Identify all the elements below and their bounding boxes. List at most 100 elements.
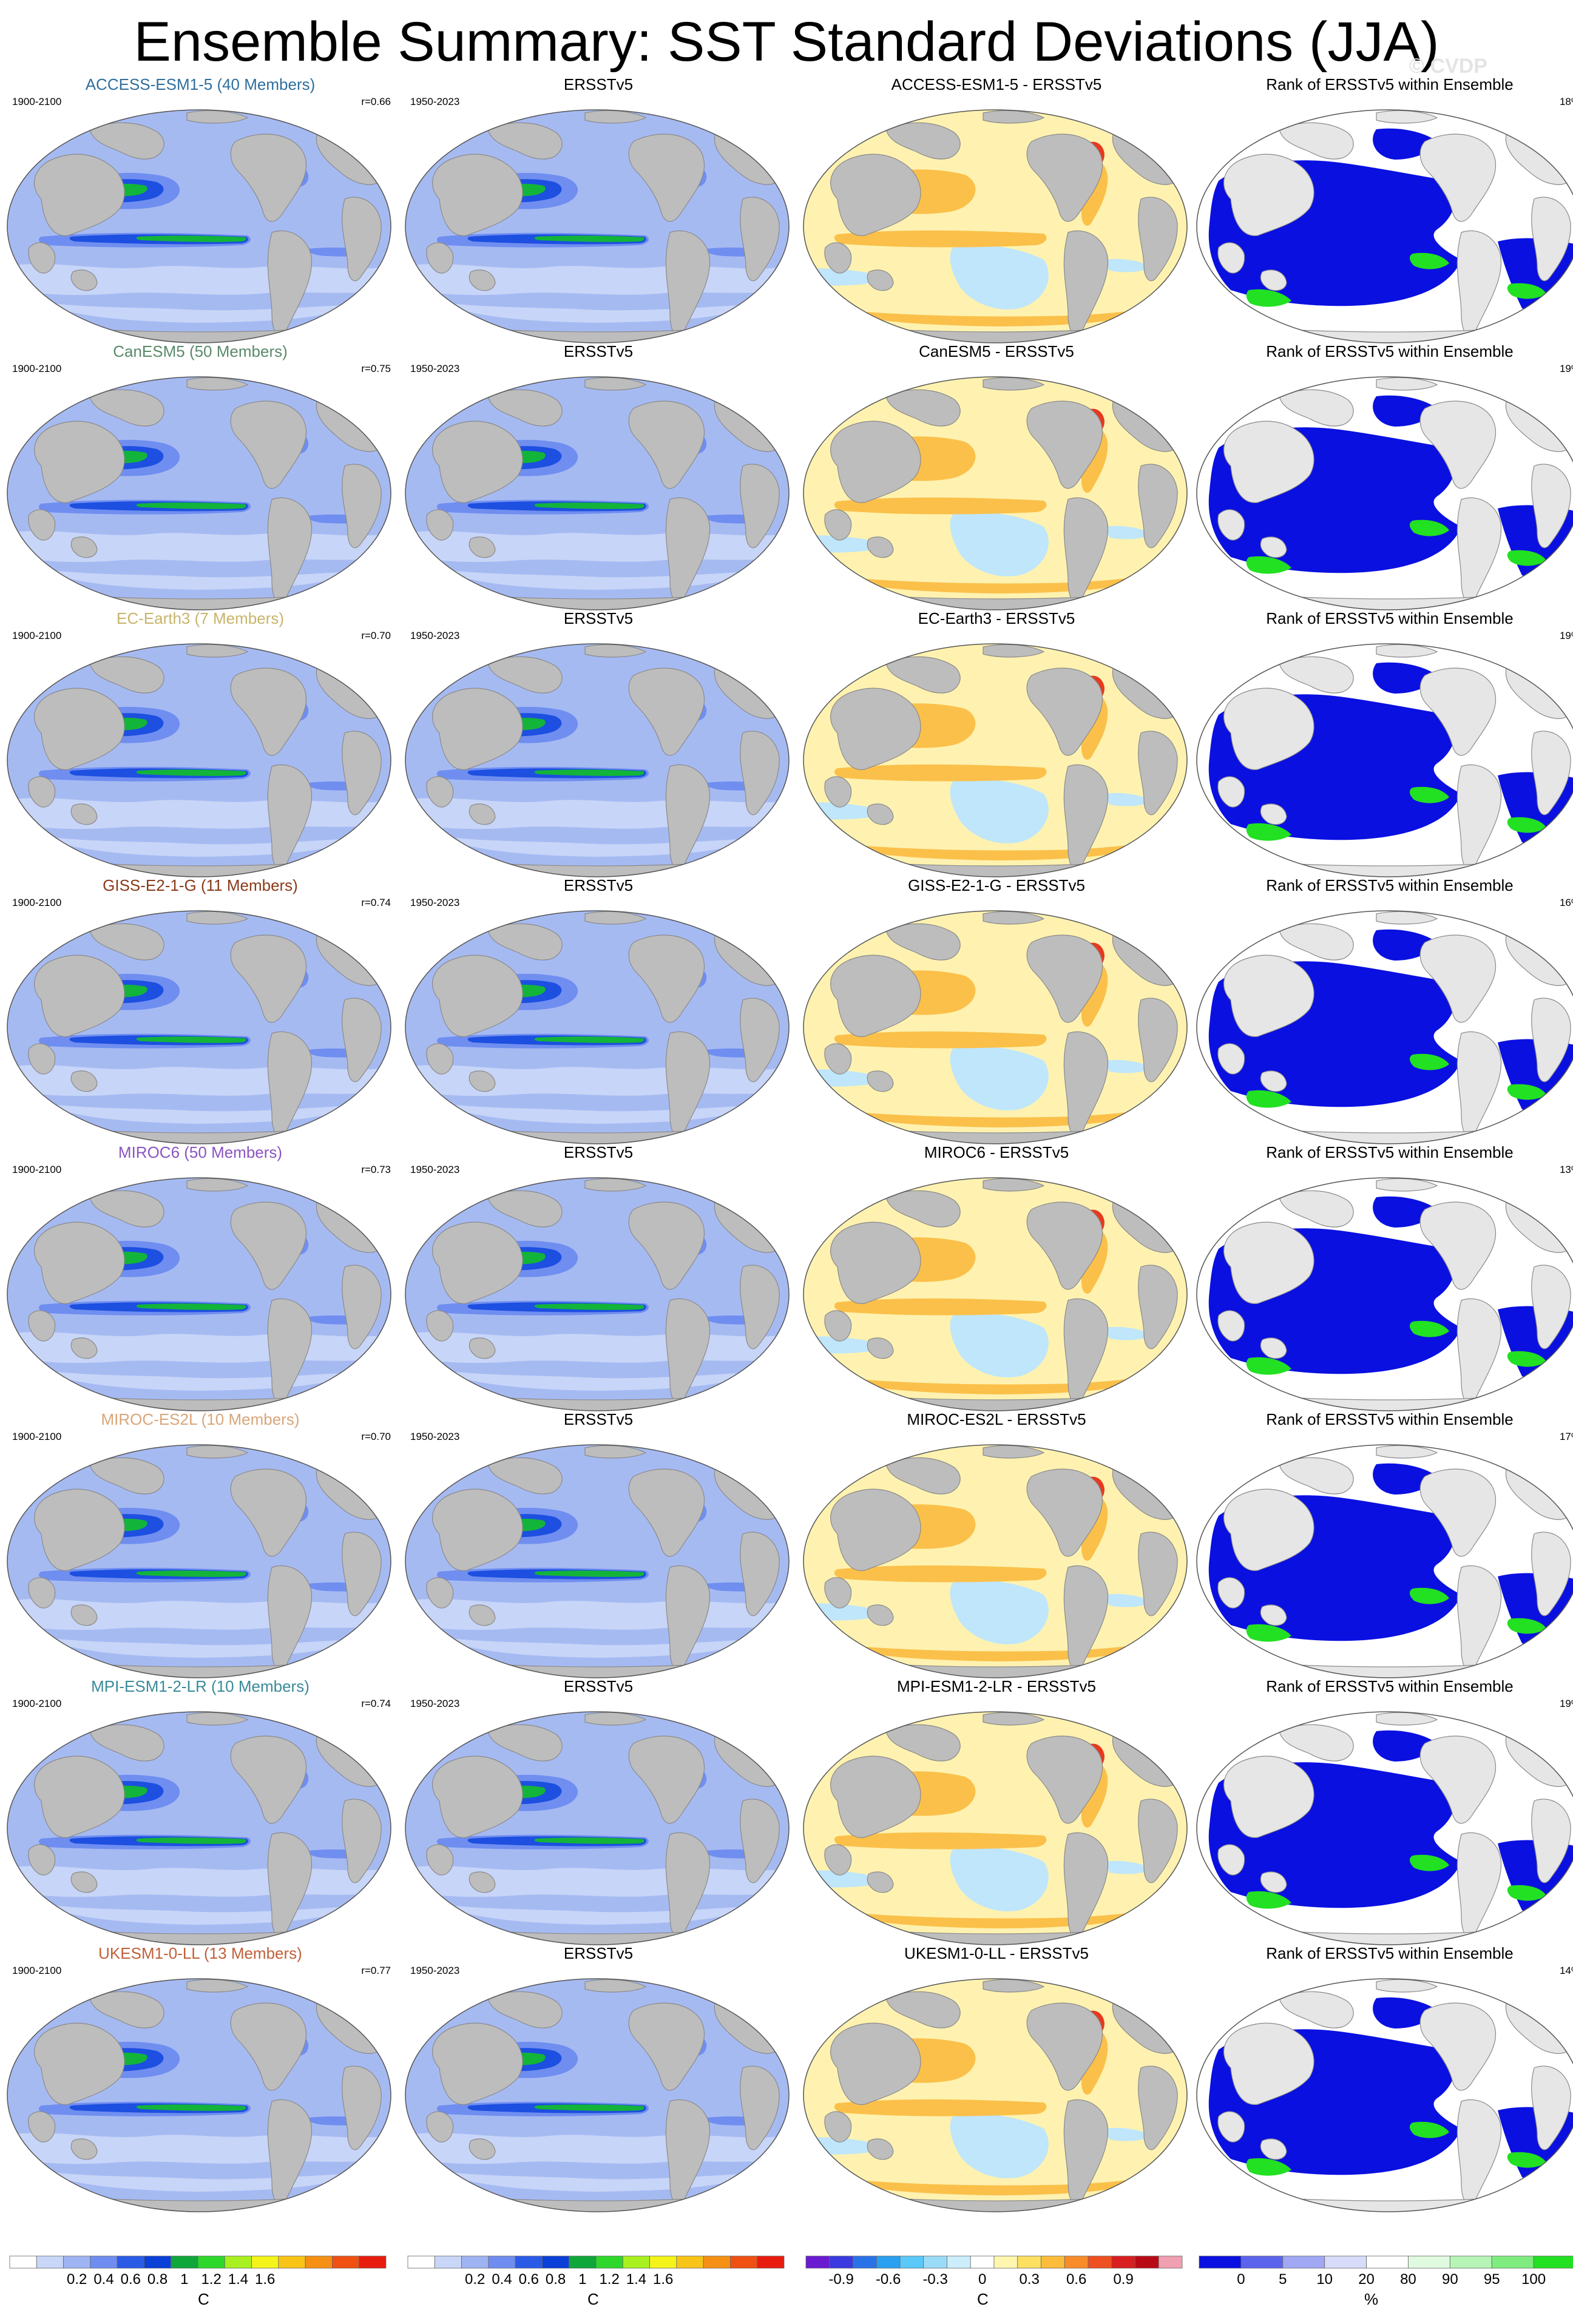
land-mask [1531, 2066, 1571, 2150]
land-mask [1223, 1221, 1314, 1304]
field-contour [1507, 550, 1546, 566]
panel-diff: EC-Earth3 - ERSSTv5 [801, 608, 1192, 877]
colorbar-swatch [1324, 2255, 1367, 2269]
global-map [1196, 643, 1573, 877]
land-mask [824, 1844, 852, 1876]
field-contour [1409, 519, 1449, 536]
field-contour [1104, 792, 1153, 806]
land-mask [1531, 464, 1571, 549]
map-outline [1196, 1978, 1573, 2212]
land-mask [426, 2111, 454, 2143]
field-contour [409, 264, 786, 296]
global-map [405, 1711, 790, 1945]
panel-title: Rank of ERSSTv5 within Ensemble [1266, 1143, 1514, 1161]
panel-obs: ERSSTv5 1950-2023 [403, 74, 794, 343]
land-mask [628, 2002, 705, 2091]
colorbar-tick-label: 0.4 [492, 2271, 512, 2288]
panel-rank: Rank of ERSSTv5 within Ensemble 14% [1194, 1943, 1573, 2212]
period-label: 1950-2023 [410, 1965, 460, 1976]
land-mask [230, 667, 307, 756]
map-outline [803, 1978, 1188, 2212]
land-mask [1163, 1891, 1182, 1913]
land-mask [867, 536, 894, 558]
land-mask [469, 2138, 496, 2160]
land-mask [1026, 1735, 1103, 1824]
rank-percent-label: 17% [1559, 1431, 1573, 1442]
field-contour [11, 531, 388, 562]
colorbar-swatch [649, 2255, 677, 2269]
land-mask [867, 1871, 894, 1893]
global-map [405, 910, 790, 1144]
period-label: 1900-2100 [12, 1164, 62, 1175]
period-label: 1900-2100 [12, 630, 62, 641]
land-mask [867, 2138, 894, 2160]
field-contour [136, 502, 246, 509]
land-mask [70, 1604, 98, 1626]
colorbar-tick-label: 0 [978, 2271, 986, 2288]
colorbar-swatch [993, 2255, 1018, 2269]
field-contour [950, 779, 1049, 843]
panel-diff: MIROC-ES2L - ERSSTv5 [801, 1409, 1192, 1678]
panel-rank: Rank of ERSSTv5 within Ensemble 17% [1194, 1409, 1573, 1678]
land-mask [89, 1991, 164, 2028]
panel-diff: ACCESS-ESM1-5 - ERSSTv5 [801, 74, 1192, 343]
colorbar-swatch [305, 2255, 333, 2269]
colorbar-swatch [730, 2255, 758, 2269]
land-mask [186, 1979, 249, 1993]
land-mask [740, 1265, 780, 1349]
map-outline [7, 1177, 391, 1411]
land-mask [830, 154, 921, 236]
land-mask [1217, 2111, 1245, 2143]
land-mask [584, 1445, 647, 1459]
colorbar-swatch [1017, 2255, 1041, 2269]
land-mask [426, 1577, 454, 1609]
land-mask [740, 464, 780, 549]
global-map [7, 643, 391, 877]
land-mask [186, 1178, 249, 1192]
land-mask [830, 1755, 921, 1838]
panel-diff: MPI-ESM1-2-LR - ERSSTv5 [801, 1676, 1192, 1945]
panel-title: ERSSTv5 [563, 1143, 634, 1161]
map-outline [405, 1711, 790, 1945]
land-mask [584, 377, 647, 391]
colorbar-tick-label: 100 [1521, 2271, 1546, 2288]
land-mask [584, 1178, 647, 1192]
land-mask [1026, 934, 1103, 1023]
land-mask [1531, 197, 1571, 282]
field-contour [1246, 1891, 1291, 1909]
land-mask [89, 389, 164, 427]
period-label: 1900-2100 [12, 897, 62, 908]
panel-model: UKESM1-0-LL (13 Members) 1900-2100 r=0.77 [5, 1943, 396, 2212]
field-contour [834, 1832, 1047, 1849]
global-map [803, 1978, 1188, 2212]
land-mask [1279, 1991, 1354, 2028]
field-contour [534, 1837, 644, 1844]
colorbar-tick-label: 0.8 [147, 2271, 167, 2288]
panel-diff: CanESM5 - ERSSTv5 [801, 341, 1192, 610]
panel-title: CanESM5 (50 Members) [113, 342, 288, 360]
land-mask [1138, 731, 1178, 816]
colorbar-swatch [63, 2255, 91, 2269]
rank-percent-label: 19% [1559, 1698, 1573, 1709]
colorbar-swatch [332, 2255, 360, 2269]
land-mask [765, 1624, 783, 1646]
panel-model: MIROC-ES2L (10 Members) 1900-2100 r=0.70 [5, 1409, 396, 1678]
land-mask [89, 1457, 164, 1495]
land-mask [824, 509, 852, 541]
colorbar-swatch [805, 2255, 830, 2269]
land-mask [1217, 509, 1245, 541]
map-outline [7, 109, 391, 343]
colorbar-tick-label: -0.3 [922, 2271, 947, 2288]
land-mask [1376, 911, 1438, 925]
colorbar-swatch [1064, 2255, 1089, 2269]
field-contour [1409, 252, 1449, 269]
land-mask [983, 1979, 1045, 1993]
land-mask [824, 776, 852, 808]
land-mask [70, 2138, 98, 2160]
colorbar-swatch [676, 2255, 704, 2269]
land-mask [1376, 1979, 1438, 1993]
panel-title: ERSSTv5 [563, 75, 634, 93]
panel-model: ACCESS-ESM1-5 (40 Members) 1900-2100 r=0.6… [5, 74, 396, 343]
land-mask [740, 197, 780, 282]
land-mask [487, 1991, 563, 2028]
